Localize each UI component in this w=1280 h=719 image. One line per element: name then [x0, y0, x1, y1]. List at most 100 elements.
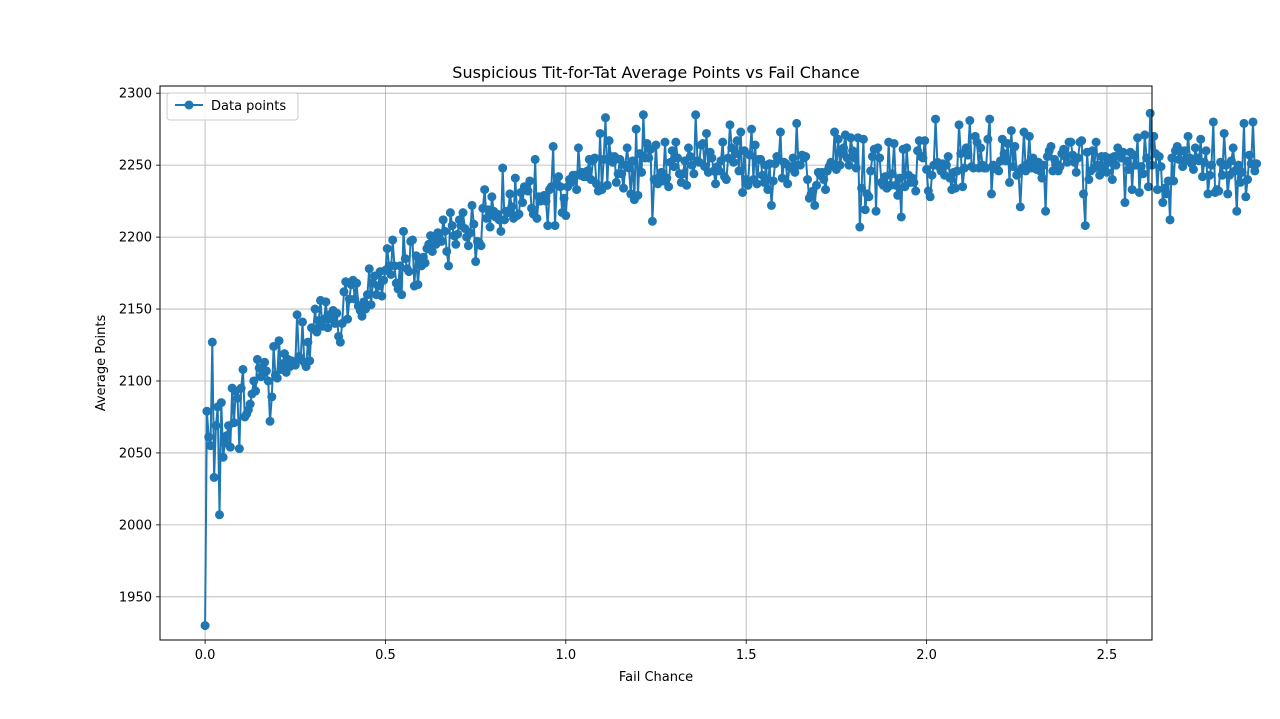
data-point: [1149, 131, 1159, 141]
data-point: [1140, 130, 1150, 140]
data-point: [1041, 206, 1051, 216]
data-point: [714, 166, 724, 176]
data-point: [1005, 177, 1015, 187]
data-point: [1179, 146, 1189, 156]
data-point: [637, 167, 647, 177]
data-point: [471, 257, 481, 267]
data-point: [698, 139, 708, 149]
y-axis-label: Average Points: [94, 314, 109, 411]
data-point: [310, 304, 320, 314]
data-point: [233, 393, 243, 403]
data-point: [743, 180, 753, 190]
data-point: [1010, 141, 1020, 151]
x-tick-label: 2.0: [916, 648, 937, 663]
data-point: [1008, 162, 1018, 172]
data-point: [918, 153, 928, 163]
data-point: [1223, 189, 1233, 199]
data-point: [591, 179, 601, 189]
data-point: [738, 187, 748, 197]
data-point: [395, 261, 405, 271]
data-point: [1234, 160, 1244, 170]
data-point: [601, 113, 610, 123]
data-point: [1091, 137, 1101, 147]
data-point: [902, 143, 912, 153]
data-point: [777, 173, 787, 183]
data-point: [855, 222, 865, 232]
data-point: [267, 392, 277, 402]
data-point: [476, 241, 486, 251]
data-point: [994, 166, 1004, 176]
data-point: [602, 180, 612, 190]
data-point: [590, 153, 600, 163]
data-point: [718, 137, 728, 147]
data-point: [1252, 159, 1262, 169]
data-point: [204, 432, 214, 442]
data-point: [209, 472, 219, 482]
data-point: [225, 442, 235, 452]
data-point: [801, 152, 811, 162]
data-point: [615, 154, 625, 164]
data-point: [1219, 128, 1229, 138]
data-point: [523, 186, 533, 196]
data-point: [830, 127, 840, 137]
data-point: [379, 275, 389, 285]
data-point: [925, 192, 935, 202]
data-point: [400, 254, 410, 264]
data-point: [849, 153, 859, 163]
data-point: [1129, 150, 1139, 160]
data-point: [887, 169, 897, 179]
data-point: [1165, 215, 1175, 225]
data-point: [821, 185, 831, 195]
data-point: [339, 287, 349, 297]
data-point: [1120, 198, 1130, 208]
data-point: [716, 156, 726, 166]
data-point: [732, 136, 742, 146]
data-point: [927, 170, 937, 180]
data-point: [730, 149, 740, 159]
data-point: [803, 175, 813, 185]
data-point: [436, 236, 446, 246]
data-point: [234, 444, 244, 454]
data-point: [215, 510, 225, 520]
data-point: [844, 160, 854, 170]
data-point: [1073, 153, 1083, 163]
data-point: [839, 143, 849, 153]
data-point: [352, 278, 362, 288]
data-point: [958, 182, 968, 192]
data-point: [857, 183, 867, 193]
data-point: [265, 416, 275, 426]
data-point: [507, 202, 517, 212]
data-point: [274, 336, 284, 346]
data-point: [216, 398, 226, 408]
data-point: [202, 406, 212, 416]
data-point: [408, 235, 418, 245]
data-point: [572, 185, 582, 195]
data-point: [1138, 169, 1148, 179]
data-point: [711, 179, 721, 189]
legend-box: [166, 92, 299, 121]
data-point: [985, 114, 995, 124]
data-point: [685, 152, 695, 162]
data-point: [1226, 156, 1236, 166]
data-point: [1143, 182, 1153, 192]
data-point: [873, 143, 883, 153]
data-point: [1241, 192, 1251, 202]
data-point: [678, 169, 688, 179]
data-point: [702, 128, 711, 138]
data-point: [1190, 143, 1200, 153]
data-point: [1122, 156, 1132, 166]
data-point: [965, 116, 975, 126]
data-point: [1015, 202, 1025, 212]
data-point: [554, 172, 564, 182]
data-point: [952, 166, 962, 176]
data-point: [729, 157, 739, 167]
data-point: [768, 176, 778, 186]
y-tick-label: 2050: [119, 446, 152, 461]
data-point: [211, 421, 221, 431]
data-point: [272, 373, 282, 383]
data-point: [1235, 177, 1245, 187]
data-point: [404, 267, 414, 277]
series-data-points: [200, 108, 1262, 631]
data-point: [848, 146, 858, 156]
data-point: [752, 179, 762, 189]
